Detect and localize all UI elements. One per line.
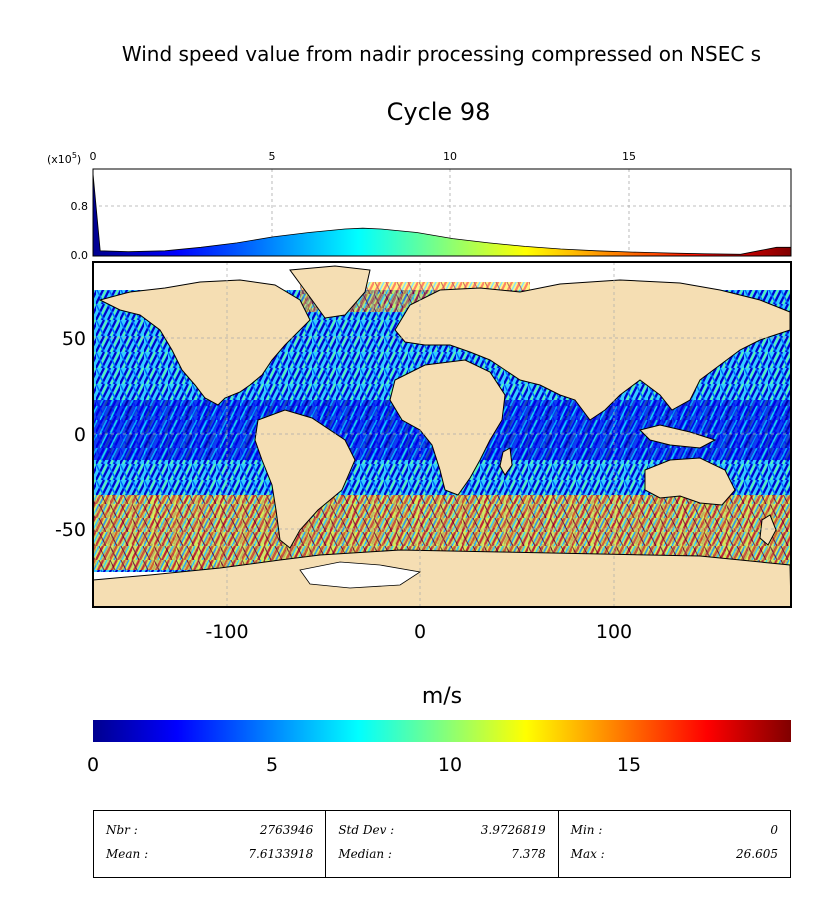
stat-label: Max :	[570, 847, 605, 861]
africa	[389, 359, 506, 496]
map-x-ticks: -100 0 100	[205, 621, 632, 643]
stat-label: Mean :	[106, 847, 149, 861]
stat-label: Min :	[570, 823, 603, 837]
colorbar-gradient	[93, 720, 791, 742]
greenland	[289, 265, 371, 319]
stat-value: 3.9726819	[480, 823, 546, 837]
australia	[644, 457, 736, 506]
map-x-tick: -100	[205, 621, 248, 643]
europe-asia	[394, 279, 791, 421]
colorbar-tick: 10	[438, 754, 462, 776]
main-title: Wind speed value from nadir processing c…	[121, 42, 762, 66]
hist-y-tick: 0.0	[71, 249, 89, 262]
world-map: -100 0 100 50 0 -50	[55, 261, 792, 643]
stats-col-count: Nbr : 2763946 Mean : 7.6133918	[94, 811, 327, 877]
map-grid	[93, 262, 791, 607]
map-y-tick: 50	[62, 328, 86, 350]
stat-value: 7.6133918	[248, 847, 314, 861]
stat-label: Median :	[338, 847, 392, 861]
histogram: (x105) 0 5 10 15 0.8 0.0	[47, 150, 792, 262]
stat-value: 0	[770, 823, 778, 837]
colorbar-label: m/s	[421, 684, 463, 709]
map-x-tick: 0	[414, 621, 426, 643]
stat-value: 26.605	[735, 847, 778, 861]
hist-frame	[92, 168, 792, 257]
colorbar-tick: 15	[617, 754, 641, 776]
stats-row: Median : 7.378	[338, 847, 545, 871]
stat-value: 2763946	[259, 823, 314, 837]
antarctica	[93, 549, 791, 607]
stats-row: Max : 26.605	[571, 847, 778, 871]
hist-x-tick: 10	[443, 150, 457, 163]
hist-x-tick: 0	[90, 150, 97, 163]
hist-scale-label: (x105)	[47, 151, 81, 166]
map-frame	[92, 261, 792, 608]
hist-x-ticks: 0 5 10 15	[90, 150, 637, 163]
stats-row: Min : 0	[571, 823, 778, 847]
colorbar-tick: 0	[87, 754, 99, 776]
stats-table: Nbr : 2763946 Mean : 7.6133918 Std Dev : 3.…	[93, 810, 791, 878]
hist-area	[92, 173, 792, 257]
cycle-title: Cycle 98	[386, 98, 491, 126]
colorbar-tick: 5	[266, 754, 278, 776]
map-y-ticks: 50 0 -50	[55, 328, 86, 541]
stat-label: Nbr :	[106, 823, 138, 837]
map-y-tick: 0	[74, 424, 86, 446]
north-america	[98, 279, 311, 406]
stats-row: Mean : 7.6133918	[106, 847, 313, 871]
indonesia	[639, 424, 717, 449]
stats-row: Nbr : 2763946	[106, 823, 313, 847]
stats-col-range: Min : 0 Max : 26.605	[559, 811, 790, 877]
stats-col-spread: Std Dev : 3.9726819 Median : 7.378	[326, 811, 559, 877]
hist-x-tick: 15	[622, 150, 636, 163]
map-plot-area	[93, 262, 791, 607]
new-zealand	[759, 514, 777, 546]
map-x-tick: 100	[596, 621, 632, 643]
hist-y-tick: 0.8	[71, 200, 89, 213]
land-masses	[93, 265, 791, 607]
south-america	[254, 409, 356, 549]
stats-row: Std Dev : 3.9726819	[338, 823, 545, 847]
hist-x-tick: 5	[269, 150, 276, 163]
map-y-tick: -50	[55, 519, 86, 541]
stat-label: Std Dev :	[338, 823, 395, 837]
antarctic-ice-shelf	[299, 561, 422, 589]
madagascar	[499, 447, 513, 476]
stat-value: 7.378	[511, 847, 546, 861]
